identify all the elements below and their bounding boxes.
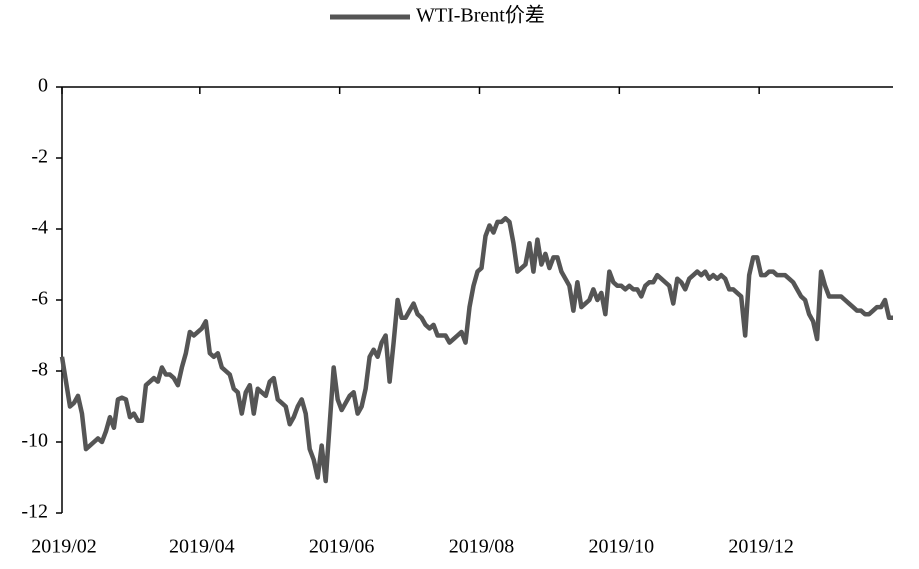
y-tick-label: -2 xyxy=(31,146,48,168)
y-tick-label: -4 xyxy=(31,217,48,239)
y-tick-label: -8 xyxy=(31,359,48,381)
y-tick-label: -6 xyxy=(31,288,48,310)
x-tick-label: 2019/12 xyxy=(728,536,794,558)
x-tick-label: 2019/06 xyxy=(309,536,375,558)
line xyxy=(59,216,893,484)
legend-label: WTI-Brent价差 xyxy=(416,4,545,27)
x-tick-label: 2019/08 xyxy=(449,536,515,558)
y-tick-label: 0 xyxy=(38,75,48,97)
y-tick-label: -10 xyxy=(21,430,48,452)
y-tick-label: -12 xyxy=(21,501,48,523)
x-tick-label: 2019/04 xyxy=(169,536,235,558)
x-tick-label: 2019/02 xyxy=(31,536,97,558)
x-tick-label: 2019/10 xyxy=(589,536,655,558)
